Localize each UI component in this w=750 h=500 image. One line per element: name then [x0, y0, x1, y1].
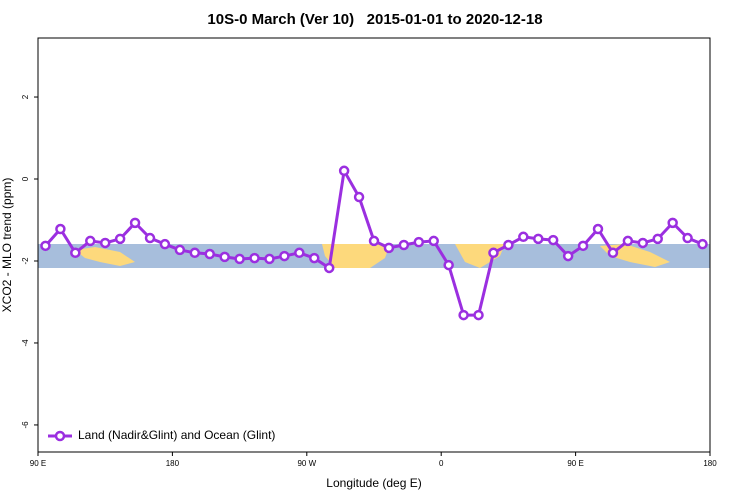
- data-point: [607, 247, 619, 259]
- y-tick-label: 0: [21, 176, 30, 181]
- data-point: [189, 247, 201, 259]
- y-tick-label: -2: [21, 257, 30, 265]
- x-tick-label: 0: [439, 459, 444, 468]
- data-point: [55, 223, 66, 235]
- data-point: [204, 248, 215, 260]
- data-point: [547, 234, 559, 246]
- y-tick-label: 2: [21, 94, 30, 99]
- x-tick-label: 90 E: [567, 459, 583, 468]
- data-point: [264, 253, 275, 265]
- data-point: [294, 247, 305, 259]
- data-point: [622, 235, 634, 247]
- data-point: [129, 217, 141, 229]
- data-point: [383, 242, 395, 254]
- data-point: [234, 253, 245, 265]
- data-point: [413, 236, 425, 248]
- data-point: [99, 237, 111, 249]
- data-point: [159, 238, 171, 250]
- map-background: [38, 244, 710, 268]
- data-point: [533, 233, 544, 245]
- data-point: [338, 165, 350, 177]
- data-point: [443, 259, 454, 271]
- data-point: [144, 232, 156, 244]
- data-point: [577, 240, 589, 252]
- chart-title: 10S-0 March (Ver 10) 2015-01-01 to 2020-…: [207, 11, 542, 28]
- x-axis-label: Longitude (deg E): [326, 476, 421, 490]
- data-point: [85, 235, 96, 247]
- data-point: [368, 235, 380, 247]
- data-point: [488, 247, 499, 259]
- legend-label: Land (Nadir&Glint) and Ocean (Glint): [78, 428, 275, 442]
- x-tick-label: 90 W: [297, 459, 316, 468]
- data-point: [323, 262, 335, 274]
- data-point: [667, 217, 678, 229]
- data-point: [503, 239, 514, 251]
- data-point: [458, 309, 469, 321]
- data-point: [309, 252, 320, 264]
- data-point: [473, 309, 484, 321]
- data-point: [637, 237, 649, 249]
- data-point: [682, 232, 693, 244]
- data-point: [562, 250, 574, 262]
- data-point: [279, 250, 290, 262]
- y-tick-label: -6: [21, 421, 30, 429]
- data-point: [398, 239, 410, 251]
- legend-marker: [54, 430, 66, 442]
- data-point: [249, 252, 260, 264]
- data-point: [428, 235, 439, 247]
- data-point: [174, 244, 186, 256]
- x-tick-label: 180: [703, 459, 717, 468]
- data-point: [40, 240, 51, 252]
- data-point: [70, 247, 81, 259]
- x-tick-label: 180: [166, 459, 180, 468]
- data-point: [219, 251, 230, 263]
- y-tick-label: -4: [21, 339, 30, 347]
- data-point: [518, 231, 529, 243]
- data-point: [592, 223, 604, 235]
- data-point: [353, 191, 365, 203]
- data-point: [697, 238, 708, 250]
- data-point: [114, 233, 126, 245]
- data-point: [652, 233, 663, 245]
- plot-frame: [37, 37, 711, 453]
- y-axis-label: XCO2 - MLO trend (ppm): [0, 178, 14, 313]
- x-tick-label: 90 E: [30, 459, 46, 468]
